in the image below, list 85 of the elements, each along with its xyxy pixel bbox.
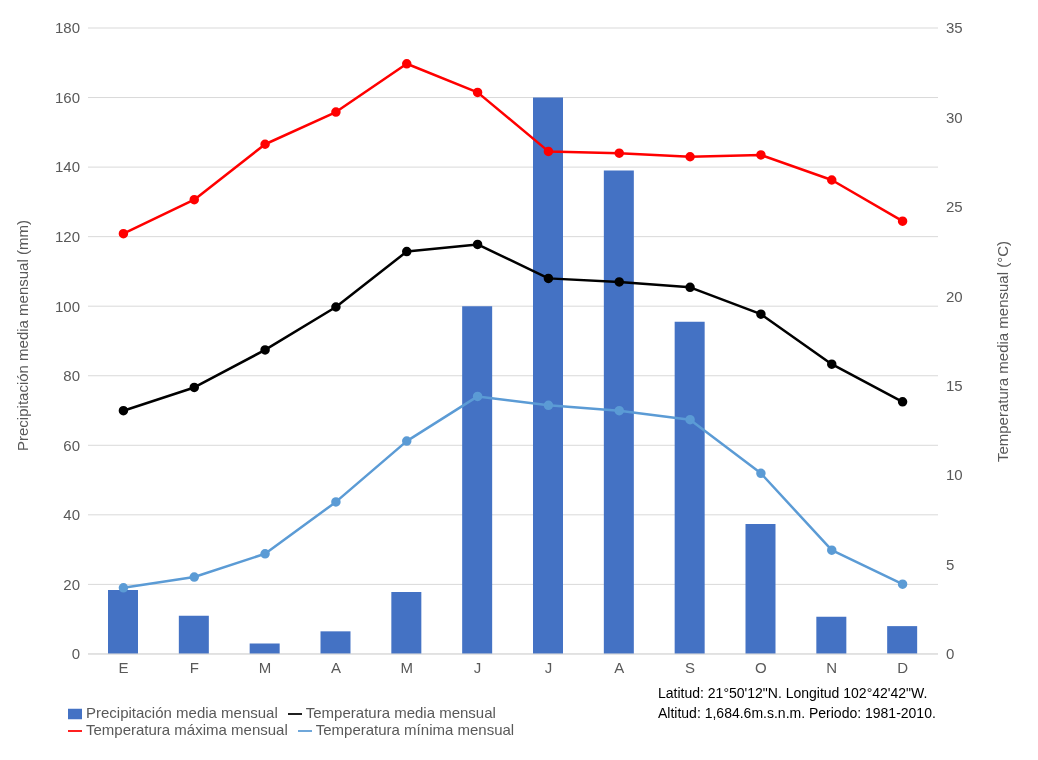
bar	[108, 589, 138, 654]
x-tick-label: J	[544, 658, 553, 676]
point	[614, 277, 624, 287]
point	[189, 382, 199, 393]
point	[685, 282, 695, 293]
legend-label: Temperatura máxima mensual	[86, 720, 288, 738]
y-tick-label: 60	[63, 436, 80, 454]
x-tick-label: D	[897, 658, 909, 676]
y2-tick-label: 10	[946, 466, 963, 484]
point	[189, 572, 199, 582]
point	[260, 139, 270, 149]
x-tick-label: F	[189, 658, 199, 676]
point	[331, 302, 341, 312]
y-tick-label: 160	[54, 88, 80, 106]
bar	[745, 523, 776, 654]
point	[402, 59, 412, 69]
text: Altitud: 1,684.6m.s.n.m. Periodo: 1981-2010.	[658, 704, 936, 723]
bar	[816, 616, 847, 654]
y-axis-title: Precipitación media mensual (mm)	[14, 220, 32, 451]
y-tick-label: 120	[54, 227, 80, 245]
point	[685, 414, 695, 425]
point	[685, 152, 695, 162]
y2-tick-label: 15	[946, 377, 963, 394]
y2-tick-label: 0	[946, 645, 955, 663]
x-tick-label: O	[755, 658, 767, 676]
point	[472, 87, 483, 98]
point	[756, 309, 766, 319]
point	[472, 391, 483, 402]
point	[543, 400, 554, 411]
bar	[462, 306, 493, 654]
bar	[533, 97, 563, 654]
point	[756, 468, 766, 479]
y2-tick-label: 25	[946, 198, 963, 216]
x-tick-label: A	[330, 658, 341, 676]
point	[614, 405, 624, 416]
x-tick-label: M	[258, 658, 272, 676]
point	[260, 345, 270, 355]
point	[827, 175, 837, 185]
point	[118, 405, 129, 416]
point	[827, 545, 837, 555]
x-tick-label: J	[473, 658, 482, 676]
text: Latitud: 21°50'12"N. Longitud 102°42'42"W.	[658, 684, 929, 703]
y2-tick-label: 30	[946, 108, 963, 126]
point	[756, 150, 766, 160]
y-tick-label: 0	[71, 645, 80, 663]
y-tick-label: 40	[63, 506, 80, 524]
legend-label: Precipitación media mensual	[86, 703, 278, 721]
point	[614, 148, 624, 158]
point	[189, 194, 199, 205]
y2-axis-title: Temperatura media mensual (°C)	[994, 240, 1012, 463]
y-tick-label: 20	[63, 575, 80, 593]
bar	[887, 626, 918, 654]
x-tick-label: A	[614, 658, 625, 676]
point	[118, 228, 129, 239]
point	[897, 397, 908, 407]
point	[827, 359, 837, 369]
y-tick-label: 180	[54, 19, 80, 37]
point	[118, 583, 129, 593]
bar	[391, 592, 422, 654]
x-tick-label: M	[400, 658, 413, 676]
y-tick-label: 100	[54, 297, 80, 315]
point	[897, 216, 908, 226]
point	[543, 273, 554, 284]
y-tick-label: 140	[54, 158, 80, 176]
point	[543, 146, 554, 157]
point	[331, 107, 341, 117]
bar	[320, 631, 351, 654]
point	[472, 239, 483, 250]
legend-label: Temperatura mínima mensual	[315, 720, 515, 738]
legend-label: Temperatura media mensual	[305, 703, 496, 721]
x-tick-label: E	[118, 658, 129, 676]
bar	[178, 615, 209, 654]
y2-tick-label: 20	[946, 287, 963, 305]
point	[402, 246, 412, 257]
point	[260, 549, 270, 559]
x-tick-label: S	[685, 658, 696, 676]
point	[402, 436, 412, 446]
point	[331, 497, 341, 507]
y2-tick-label: 35	[946, 19, 963, 37]
point	[897, 579, 908, 589]
bar	[603, 170, 634, 654]
bar	[674, 321, 705, 654]
x-tick-label: N	[826, 658, 838, 676]
y-tick-label: 80	[63, 367, 80, 385]
y2-tick-label: 5	[946, 555, 955, 573]
